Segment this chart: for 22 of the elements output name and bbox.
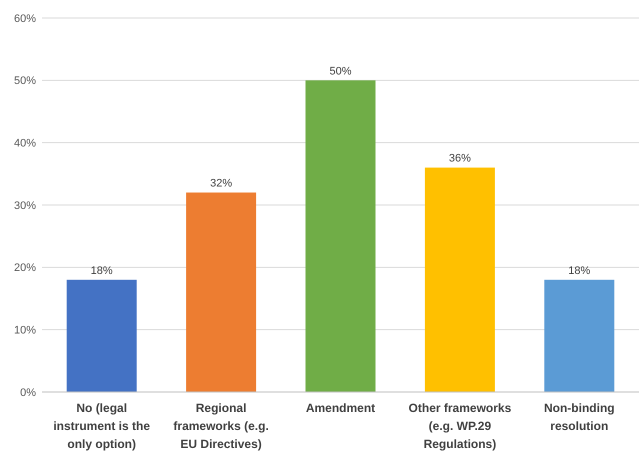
bar xyxy=(66,280,137,392)
data-label: 32% xyxy=(210,178,232,190)
data-label: 36% xyxy=(448,152,472,165)
y-tick-label: 0% xyxy=(20,386,36,399)
x-tick-label: Non-binding resolution xyxy=(544,401,615,433)
bar xyxy=(544,280,614,392)
y-tick-label: 40% xyxy=(14,138,36,150)
bar xyxy=(424,168,495,392)
x-tick-label: Amendment xyxy=(306,401,376,415)
data-label: 18% xyxy=(90,264,113,277)
x-tick-label: No (legal instrument is the only option) xyxy=(53,401,150,451)
y-tick-label: 30% xyxy=(14,200,36,212)
x-tick-label: Regional frameworks (e.g. EU Directives) xyxy=(173,401,269,451)
data-label: 50% xyxy=(329,65,352,78)
bar xyxy=(186,192,256,392)
y-tick-label: 10% xyxy=(14,324,36,337)
x-tick-label: Other frameworks (e.g. WP.29 Regulations) xyxy=(408,401,512,451)
data-label: 18% xyxy=(568,264,591,277)
bar xyxy=(306,80,376,392)
y-tick-label: 60% xyxy=(14,12,36,25)
y-tick-label: 20% xyxy=(14,262,36,274)
y-tick-label: 50% xyxy=(14,75,36,88)
